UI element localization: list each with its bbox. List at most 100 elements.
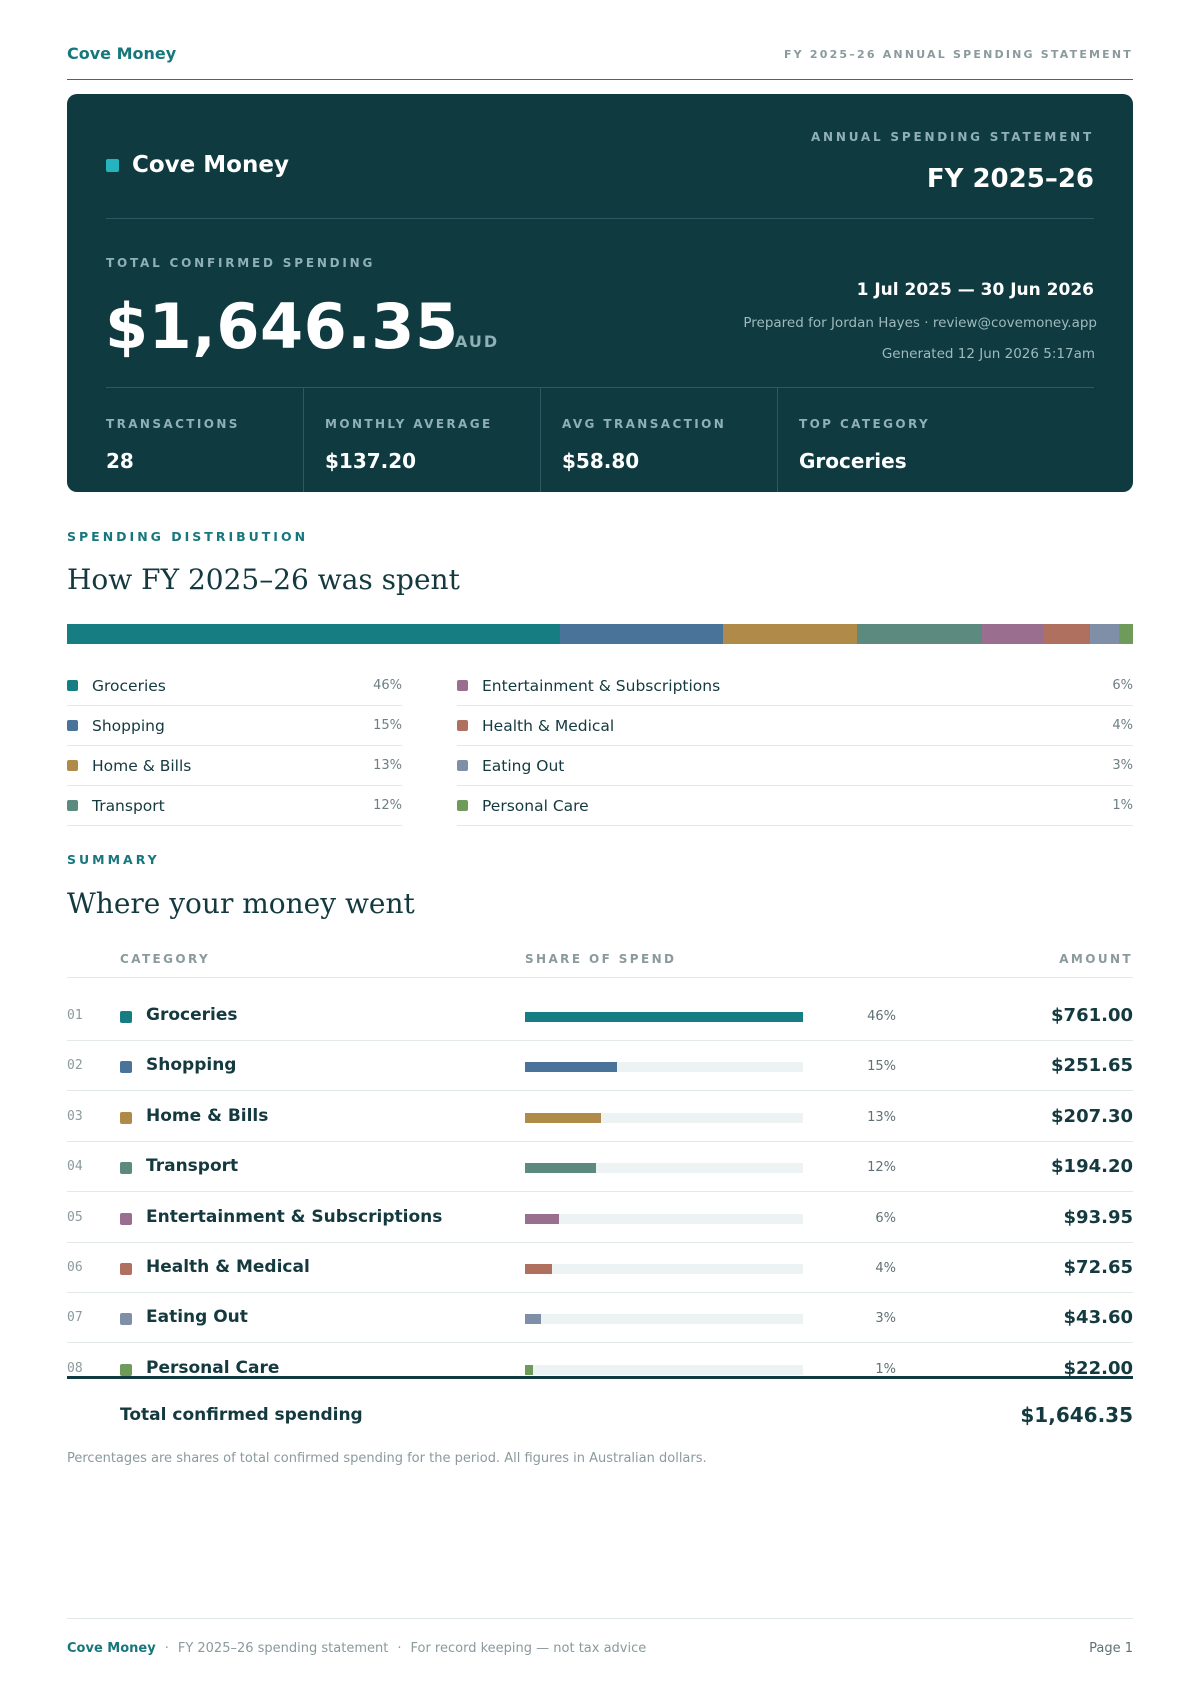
legend-percent: 12% (373, 798, 402, 813)
legend-item: Eating Out 3% (457, 746, 1133, 786)
footer-doc: FY 2025–26 spending statement (177, 1641, 389, 1656)
legend-swatch (67, 680, 78, 691)
share-percent-cell: 6% (867, 1211, 957, 1226)
legend-percent: 3% (1112, 758, 1133, 773)
category-name: Home & Bills (146, 1105, 269, 1126)
category-swatch (120, 1212, 132, 1225)
distribution-stacked-bar (67, 624, 1133, 644)
category-name: Groceries (146, 1005, 238, 1025)
legend-swatch (457, 720, 468, 731)
stat-top-category: TOP CATEGORY Groceries (777, 388, 1094, 492)
share-bar-track (525, 1112, 803, 1123)
footer-brand: Cove Money (67, 1641, 156, 1656)
share-bar-track (525, 1264, 803, 1274)
category-amount: $72.65 (1063, 1257, 1133, 1278)
stat-label: AVG TRANSACTION (562, 417, 727, 431)
category-amount: $43.60 (1063, 1307, 1133, 1329)
stat-label: TOP CATEGORY (799, 417, 931, 431)
legend-label: Groceries (92, 676, 166, 695)
col-header-category: CATEGORY (120, 952, 211, 966)
share-bar-track (525, 1314, 803, 1325)
legend-percent: 6% (1112, 678, 1133, 693)
share-bar-fill (525, 1112, 601, 1123)
category-name: Health & Medical (146, 1257, 310, 1277)
distribution-segment (1043, 624, 1091, 644)
category-swatch (120, 1111, 132, 1124)
legend-swatch (67, 760, 78, 771)
row-index: 08 (67, 1360, 83, 1376)
page-header: Cove Money FY 2025–26 ANNUAL SPENDING ST… (67, 44, 1133, 80)
row-index: 04 (67, 1159, 83, 1175)
table-row: 07 Eating Out 3% $43.60 (67, 1293, 1133, 1344)
legend-label: Transport (92, 796, 165, 815)
stat-transactions: TRANSACTIONS 28 (106, 388, 284, 492)
share-bar-track (525, 1012, 803, 1022)
brand-square-icon (106, 158, 119, 172)
category-name: Transport (146, 1156, 239, 1177)
col-header-share: SHARE OF SPEND (525, 952, 677, 966)
share-percent: 15% (867, 1059, 896, 1075)
legend-label: Shopping (92, 716, 165, 735)
distribution-segment (67, 624, 560, 644)
stat-value: Groceries (799, 449, 907, 473)
category-swatch (120, 1162, 132, 1175)
legend-label: Home & Bills (92, 756, 192, 775)
legend-percent: 4% (1112, 718, 1133, 733)
stat-value: 28 (106, 449, 134, 473)
category-amount: $761.00 (1051, 1005, 1133, 1026)
share-percent: 46% (867, 1009, 896, 1024)
row-index: 01 (67, 1008, 83, 1023)
legend-label: Health & Medical (482, 716, 615, 735)
share-bar-fill (525, 1213, 560, 1224)
category-amount: $93.95 (1063, 1206, 1133, 1228)
summary-kicker: SUMMARY (67, 852, 160, 867)
stat-value: $137.20 (325, 449, 417, 473)
hero-divider (106, 218, 1094, 219)
legend-percent: 15% (373, 718, 402, 733)
statement-hero-card: Cove Money ANNUAL SPENDING STATEMENT FY … (67, 94, 1133, 492)
legend-swatch (67, 800, 78, 811)
distribution-kicker: SPENDING DISTRIBUTION (67, 529, 309, 544)
table-row: 08 Personal Care 1% $22.00 (67, 1344, 1133, 1394)
stat-avg-transaction: AVG TRANSACTION $58.80 (540, 388, 759, 492)
legend-swatch (457, 680, 468, 691)
total-amount: $1,646.35 (1020, 1403, 1133, 1427)
category-amount: $251.65 (1051, 1055, 1133, 1077)
hero-kicker: ANNUAL SPENDING STATEMENT (810, 130, 1094, 144)
row-index: 06 (67, 1260, 83, 1275)
legend-swatch (457, 800, 468, 811)
legend-percent: 46% (373, 678, 402, 693)
hero-divider-stats (106, 387, 1094, 388)
share-percent: 13% (867, 1109, 896, 1125)
share-percent-cell: 12% (867, 1160, 957, 1175)
legend-item: Personal Care 1% (457, 786, 1133, 826)
share-percent-cell: 4% (867, 1261, 957, 1276)
row-index: 05 (67, 1209, 83, 1225)
legend-label: Eating Out (482, 756, 565, 775)
share-percent-cell: 3% (867, 1311, 957, 1326)
share-bar-fill (525, 1264, 552, 1274)
summary-title: Where your money went (67, 887, 415, 920)
legend-label: Entertainment & Subscriptions (482, 676, 721, 695)
share-percent: 4% (875, 1261, 896, 1276)
distribution-segment (722, 624, 857, 644)
page-footer: Cove Money · FY 2025–26 spending stateme… (67, 1641, 1133, 1656)
legend-swatch (67, 720, 78, 731)
header-brand: Cove Money (67, 44, 177, 63)
table-row: 06 Health & Medical 4% $72.65 (67, 1243, 1133, 1293)
row-index: 03 (67, 1108, 83, 1124)
share-bar-track (525, 1163, 803, 1174)
distribution-title: How FY 2025–26 was spent (67, 563, 460, 596)
legend-item: Entertainment & Subscriptions 6% (457, 666, 1133, 706)
share-bar-track (525, 1213, 803, 1224)
generated-timestamp: Generated 12 Jun 2026 5:17am (881, 346, 1095, 362)
category-swatch (120, 1061, 132, 1074)
footer-page-number: Page 1 (1089, 1641, 1133, 1656)
share-bar-fill (525, 1062, 617, 1073)
share-percent: 1% (875, 1361, 896, 1377)
footer-separator: · (164, 1641, 169, 1656)
category-name: Eating Out (146, 1307, 248, 1328)
share-bar-fill (525, 1364, 534, 1375)
distribution-segment (1118, 624, 1133, 644)
share-bar-fill (525, 1314, 541, 1325)
